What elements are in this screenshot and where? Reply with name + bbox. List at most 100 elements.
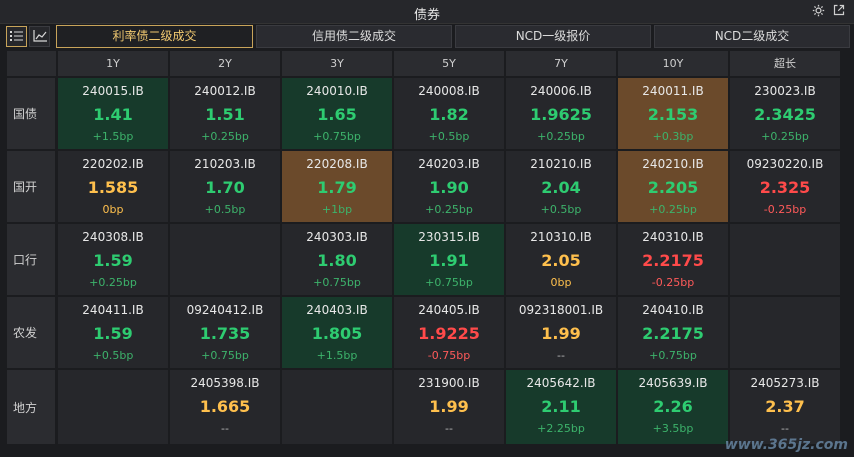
bond-yield: 1.70 bbox=[205, 178, 245, 197]
bond-cell[interactable]: 210203.IB 1.70 +0.5bp bbox=[170, 151, 280, 222]
bond-yield: 1.65 bbox=[317, 105, 357, 124]
tab-ncd-secondary[interactable]: NCD二级成交 bbox=[654, 25, 850, 48]
bond-yield: 2.325 bbox=[759, 178, 811, 197]
bond-change: 0bp bbox=[102, 203, 124, 216]
bond-code: 210203.IB bbox=[194, 157, 256, 171]
bond-yield: 2.153 bbox=[647, 105, 699, 124]
bond-yield: 1.9225 bbox=[418, 324, 480, 343]
bond-code: 230023.IB bbox=[754, 84, 816, 98]
bond-code: 240008.IB bbox=[418, 84, 480, 98]
bond-change: +1.5bp bbox=[92, 130, 134, 143]
bond-yield: 2.37 bbox=[765, 397, 805, 416]
bond-cell[interactable]: 09230220.IB 2.325 -0.25bp bbox=[730, 151, 840, 222]
bond-cell[interactable]: 240308.IB 1.59 +0.25bp bbox=[58, 224, 168, 295]
bond-yield: 1.585 bbox=[87, 178, 139, 197]
bond-change: +0.25bp bbox=[537, 130, 585, 143]
bond-cell[interactable]: 240310.IB 2.2175 -0.25bp bbox=[618, 224, 728, 295]
bond-cell[interactable]: 240210.IB 2.205 +0.25bp bbox=[618, 151, 728, 222]
bond-yield-grid: 1Y 2Y 3Y 5Y 7Y 10Y 超长 国债 240015.IB 1.41 +1.5bp 2400… bbox=[7, 51, 848, 444]
column-header[interactable]: 10Y bbox=[618, 51, 728, 76]
bond-yield: 1.99 bbox=[429, 397, 469, 416]
column-header[interactable]: 3Y bbox=[282, 51, 392, 76]
bond-change: +3.5bp bbox=[652, 422, 694, 435]
bond-code: 230315.IB bbox=[418, 230, 480, 244]
bond-cell[interactable]: 240011.IB 2.153 +0.3bp bbox=[618, 78, 728, 149]
bond-cell[interactable]: 240410.IB 2.2175 +0.75bp bbox=[618, 297, 728, 368]
bond-change: +0.25bp bbox=[201, 130, 249, 143]
bond-cell[interactable]: 230023.IB 2.3425 +0.25bp bbox=[730, 78, 840, 149]
bond-cell[interactable]: 240411.IB 1.59 +0.5bp bbox=[58, 297, 168, 368]
bond-change: -- bbox=[221, 422, 229, 435]
bond-code: 240403.IB bbox=[306, 303, 368, 317]
bond-cell[interactable]: 210310.IB 2.05 0bp bbox=[506, 224, 616, 295]
bond-cell bbox=[730, 224, 840, 295]
bond-code: 09230220.IB bbox=[746, 157, 824, 171]
bond-change: +0.25bp bbox=[761, 130, 809, 143]
bond-yield: 1.59 bbox=[93, 251, 133, 270]
bond-cell[interactable]: 240015.IB 1.41 +1.5bp bbox=[58, 78, 168, 149]
bond-code: 210210.IB bbox=[530, 157, 592, 171]
bond-cell[interactable]: 092318001.IB 1.99 -- bbox=[506, 297, 616, 368]
bond-cell[interactable]: 240006.IB 1.9625 +0.25bp bbox=[506, 78, 616, 149]
bond-cell[interactable]: 09240412.IB 1.735 +0.75bp bbox=[170, 297, 280, 368]
bond-cell[interactable]: 240303.IB 1.80 +0.75bp bbox=[282, 224, 392, 295]
column-header[interactable]: 超长 bbox=[730, 51, 840, 76]
bond-cell bbox=[730, 297, 840, 368]
column-header[interactable]: 5Y bbox=[394, 51, 504, 76]
column-header[interactable]: 2Y bbox=[170, 51, 280, 76]
bond-cell[interactable]: 2405273.IB 2.37 -- bbox=[730, 370, 840, 444]
bond-yield: 1.91 bbox=[429, 251, 469, 270]
bond-change: +0.75bp bbox=[313, 276, 361, 289]
bond-code: 240411.IB bbox=[82, 303, 144, 317]
bond-change: -0.25bp bbox=[763, 203, 807, 216]
bond-cell[interactable]: 240403.IB 1.805 +1.5bp bbox=[282, 297, 392, 368]
bond-code: 220202.IB bbox=[82, 157, 144, 171]
bond-yield: 2.04 bbox=[541, 178, 581, 197]
bond-cell[interactable]: 220208.IB 1.79 +1bp bbox=[282, 151, 392, 222]
bond-cell bbox=[170, 224, 280, 295]
bond-cell[interactable]: 220202.IB 1.585 0bp bbox=[58, 151, 168, 222]
bond-change: +0.5bp bbox=[92, 349, 134, 362]
bond-code: 240405.IB bbox=[418, 303, 480, 317]
chart-view-button[interactable] bbox=[29, 26, 50, 47]
bond-cell[interactable]: 240405.IB 1.9225 -0.75bp bbox=[394, 297, 504, 368]
bond-change: +0.75bp bbox=[313, 130, 361, 143]
tab-ncd-primary[interactable]: NCD一级报价 bbox=[455, 25, 651, 48]
bond-code: 240015.IB bbox=[82, 84, 144, 98]
bond-cell[interactable]: 240008.IB 1.82 +0.5bp bbox=[394, 78, 504, 149]
external-link-icon[interactable] bbox=[832, 4, 846, 18]
bond-change: -0.25bp bbox=[651, 276, 695, 289]
tab-rates-secondary[interactable]: 利率债二级成交 bbox=[56, 25, 253, 48]
list-view-button[interactable] bbox=[6, 26, 27, 47]
bond-cell bbox=[58, 370, 168, 444]
bond-code: 240203.IB bbox=[418, 157, 480, 171]
bond-code: 2405639.IB bbox=[638, 376, 708, 390]
bond-cell[interactable]: 2405398.IB 1.665 -- bbox=[170, 370, 280, 444]
tab-credit-secondary[interactable]: 信用债二级成交 bbox=[256, 25, 452, 48]
bond-yield: 2.2175 bbox=[642, 251, 704, 270]
bond-code: 240011.IB bbox=[642, 84, 704, 98]
bond-yield: 2.05 bbox=[541, 251, 581, 270]
bond-code: 240303.IB bbox=[306, 230, 368, 244]
row-header: 地方 bbox=[7, 370, 55, 444]
bond-cell[interactable]: 240203.IB 1.90 +0.25bp bbox=[394, 151, 504, 222]
bond-code: 240012.IB bbox=[194, 84, 256, 98]
gear-icon[interactable] bbox=[811, 4, 825, 18]
bond-cell[interactable]: 240012.IB 1.51 +0.25bp bbox=[170, 78, 280, 149]
toolbar: 利率债二级成交 信用债二级成交 NCD一级报价 NCD二级成交 bbox=[0, 24, 854, 50]
bond-yield: 2.2175 bbox=[642, 324, 704, 343]
bond-yield: 2.3425 bbox=[754, 105, 816, 124]
list-icon bbox=[10, 27, 23, 46]
column-header[interactable]: 7Y bbox=[506, 51, 616, 76]
bond-cell[interactable]: 240010.IB 1.65 +0.75bp bbox=[282, 78, 392, 149]
bond-code: 240310.IB bbox=[642, 230, 704, 244]
bond-yield: 1.41 bbox=[93, 105, 133, 124]
bond-change: +0.5bp bbox=[204, 203, 246, 216]
bond-cell[interactable]: 210210.IB 2.04 +0.5bp bbox=[506, 151, 616, 222]
bond-cell[interactable]: 231900.IB 1.99 -- bbox=[394, 370, 504, 444]
bond-cell[interactable]: 230315.IB 1.91 +0.75bp bbox=[394, 224, 504, 295]
column-header[interactable]: 1Y bbox=[58, 51, 168, 76]
bond-cell[interactable]: 2405639.IB 2.26 +3.5bp bbox=[618, 370, 728, 444]
window-titlebar: 债券 bbox=[0, 0, 854, 24]
bond-cell[interactable]: 2405642.IB 2.11 +2.25bp bbox=[506, 370, 616, 444]
